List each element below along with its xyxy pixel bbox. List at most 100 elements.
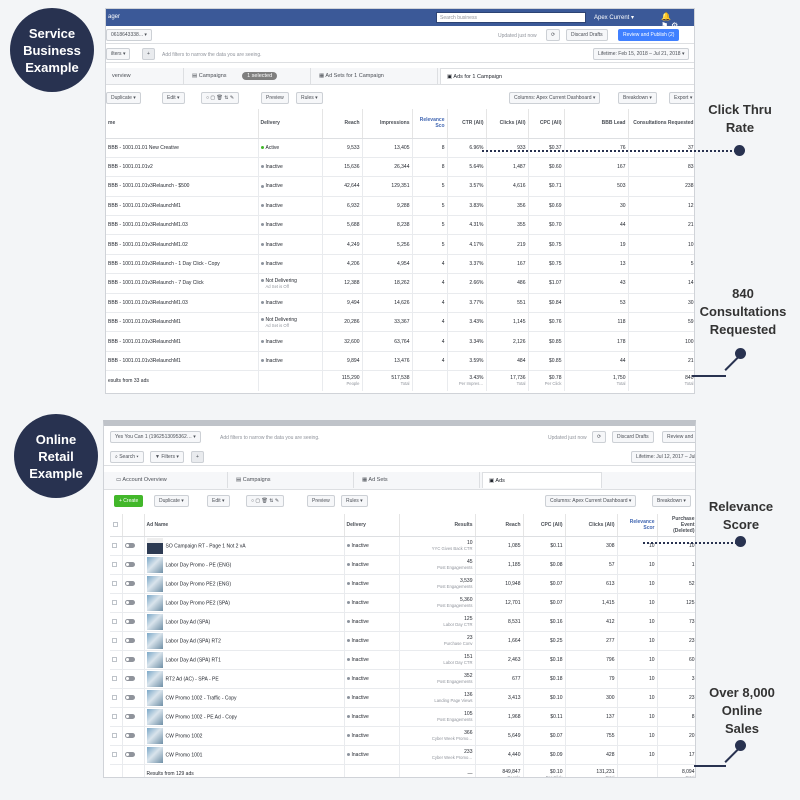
tab-campaigns[interactable]: ▤ Campaigns <box>230 472 354 488</box>
select-all-checkbox[interactable] <box>110 514 123 537</box>
table-row[interactable]: CW Promo 1002 - PE Ad - Copy Inactive 105 P… <box>110 707 695 727</box>
duplicate-button[interactable]: Duplicate ▾ <box>154 495 189 507</box>
col-ad-name[interactable]: me <box>106 109 259 139</box>
preview-button[interactable]: Preview <box>261 92 289 104</box>
ad-name-link[interactable]: CW Promo 1002 - PE Ad - Copy <box>165 713 237 720</box>
table-row[interactable]: Labor Day Promo - PE (ENG) Inactive 45 Post… <box>110 555 695 575</box>
ad-toggle[interactable] <box>122 650 145 670</box>
ad-name-link[interactable]: Labor Day Promo PE2 (SPA) <box>165 599 230 606</box>
breakdown-select[interactable]: Breakdown ▾ <box>652 495 691 507</box>
table-row[interactable]: BBB - 1001.01.01v3RelaunchM1 Inactive 6,93… <box>106 196 694 217</box>
table-row[interactable]: RT2 Ad (AC) - SPA - PE Inactive 352 Post En… <box>110 669 695 689</box>
refresh-button[interactable]: ⟳ <box>592 431 607 443</box>
row-checkbox[interactable] <box>110 650 123 670</box>
ad-name-link[interactable]: Labor Day Ad (SPA) RT2 <box>165 637 221 644</box>
table-row[interactable]: CW Promo 1002 - Traffic - Copy Inactive 13… <box>110 688 695 708</box>
discard-drafts-button[interactable]: Discard Drafts <box>612 431 654 443</box>
col-cpc[interactable]: CPC (All) <box>523 514 566 537</box>
table-row[interactable]: CW Promo 1001 Inactive 233 Cyber Week Promo… <box>110 745 695 765</box>
tab-campaigns[interactable]: ▤ Campaigns 1 selected <box>186 68 311 84</box>
ad-toggle[interactable] <box>122 631 145 651</box>
rules-button[interactable]: Rules ▾ <box>341 495 368 507</box>
ad-account-select[interactable]: Yes You Can 1 (1962513095362… ▾ <box>110 431 201 443</box>
add-filter-button[interactable]: + <box>191 451 204 463</box>
table-row[interactable]: Labor Day Promo PE2 (ENG) Inactive 3,539 Po… <box>110 574 695 594</box>
row-checkbox[interactable] <box>110 593 123 613</box>
bell-icon[interactable]: 🔔 <box>661 12 674 21</box>
date-range-select[interactable]: Lifetime: Feb 15, 2018 – Jul 21, 2018 ▾ <box>593 48 690 60</box>
row-checkbox[interactable] <box>110 745 123 765</box>
ad-toggle[interactable] <box>122 555 145 575</box>
row-checkbox[interactable] <box>110 631 123 651</box>
duplicate-button[interactable]: Duplicate ▾ <box>106 92 141 104</box>
ad-toggle[interactable] <box>122 726 145 746</box>
search-button[interactable]: ⌕ Search ▾ <box>110 451 144 463</box>
ad-name-link[interactable]: RT2 Ad (AC) - SPA - PE <box>165 675 219 682</box>
status-icon-buttons[interactable]: ○ ▢ 🗑 ⇅ ✎ <box>246 495 285 507</box>
col-bbb-lead[interactable]: BBB Lead <box>564 109 629 139</box>
col-reach[interactable]: Reach <box>475 514 524 537</box>
table-row[interactable]: Labor Day Promo PE2 (SPA) Inactive 5,360 Po… <box>110 593 695 613</box>
col-impressions[interactable]: Impressions <box>362 109 413 139</box>
table-row[interactable]: BBB - 1001.01.01v3Relaunch - 7 Day Click… <box>106 273 694 294</box>
account-menu[interactable]: Apex Current ▾ <box>594 15 635 21</box>
row-checkbox[interactable] <box>110 555 123 575</box>
discard-drafts-button[interactable]: Discard Drafts <box>566 29 608 41</box>
tab-account-overview[interactable]: ▭ Account Overview <box>110 472 228 488</box>
search-input[interactable]: Search business <box>436 12 586 23</box>
ad-name-link[interactable]: Labor Day Ad (SPA) RT1 <box>165 656 221 663</box>
col-cpc[interactable]: CPC (All) <box>528 109 565 139</box>
col-delivery[interactable]: Delivery <box>258 109 323 139</box>
ad-toggle[interactable] <box>122 688 145 708</box>
row-checkbox[interactable] <box>110 536 123 556</box>
filters-button[interactable]: ▼ Filters ▾ <box>150 451 184 463</box>
ad-name-link[interactable]: Labor Day Ad (SPA) <box>165 618 211 625</box>
tab-ad-sets[interactable]: ▦ Ad Sets for 1 Campaign <box>313 68 438 84</box>
col-consultations[interactable]: Consultations Requested <box>628 109 694 139</box>
ad-name-link[interactable]: Labor Day Promo PE2 (ENG) <box>165 580 232 587</box>
ad-name-link[interactable]: CW Promo 1002 - Traffic - Copy <box>165 694 237 701</box>
col-ctr[interactable]: CTR (All) <box>447 109 487 139</box>
ad-toggle[interactable] <box>122 536 145 556</box>
row-checkbox[interactable] <box>110 669 123 689</box>
ad-toggle[interactable] <box>122 612 145 632</box>
selected-pill[interactable]: 1 selected <box>242 72 278 80</box>
ad-name-link[interactable]: CW Promo 1002 <box>165 732 203 739</box>
table-row[interactable]: BBB - 1001.01.01v3RelaunchM1 Inactive 32,6… <box>106 331 694 352</box>
review-button[interactable]: Review and <box>662 431 695 443</box>
export-select[interactable]: Export ▾ <box>669 92 694 104</box>
col-ad-name[interactable]: Ad Name <box>144 514 345 537</box>
review-publish-button[interactable]: Review and Publish (2) <box>618 29 680 41</box>
flag-icon[interactable]: ⚑ <box>661 21 672 30</box>
create-button[interactable]: + Create <box>114 495 144 507</box>
filters-button[interactable]: ilters ▾ <box>106 48 131 60</box>
columns-select[interactable]: Columns: Apex Current Dashboard ▾ <box>545 495 637 507</box>
gear-icon[interactable]: ⚙ <box>671 21 682 30</box>
edit-button[interactable]: Edit ▾ <box>207 495 230 507</box>
col-clicks[interactable]: Clicks (All) <box>486 109 529 139</box>
col-clicks[interactable]: Clicks (All) <box>565 514 618 537</box>
tab-account-overview[interactable]: verview <box>106 68 184 84</box>
table-row[interactable]: Labor Day Ad (SPA) RT1 Inactive 151 Labor D… <box>110 650 695 670</box>
tab-ads[interactable]: ▣ Ads <box>482 472 602 488</box>
col-results[interactable]: Results <box>399 514 476 537</box>
table-row[interactable]: BBB - 1001.01.01v3RelaunchM1 Inactive 9,89… <box>106 351 694 372</box>
ad-toggle[interactable] <box>122 745 145 765</box>
row-checkbox[interactable] <box>110 707 123 727</box>
table-row[interactable]: Labor Day Ad (SPA) Inactive 125 Labor Day C… <box>110 612 695 632</box>
breakdown-select[interactable]: Breakdown ▾ <box>618 92 657 104</box>
ad-name-link[interactable]: CW Promo 1001 <box>165 751 203 758</box>
col-delivery[interactable]: Delivery <box>344 514 400 537</box>
ad-name-link[interactable]: Labor Day Promo - PE (ENG) <box>165 561 232 568</box>
col-relevance[interactable]: Relevance Sco <box>412 109 448 139</box>
table-row[interactable]: CW Promo 1002 Inactive 366 Cyber Week Promo… <box>110 726 695 746</box>
table-row[interactable]: BBB - 1001.01.01v3Relaunch - 1 Day Click… <box>106 254 694 275</box>
row-checkbox[interactable] <box>110 688 123 708</box>
account-id-select[interactable]: 0618643338... ▾ <box>106 29 152 41</box>
tab-ads[interactable]: ▣ Ads for 1 Campaign <box>440 68 694 84</box>
status-icon-buttons[interactable]: ○ ▢ 🗑 ⇅ ✎ <box>201 92 240 104</box>
preview-button[interactable]: Preview <box>307 495 335 507</box>
table-row[interactable]: BBB - 1001.01.01v3Relaunch - $500 Inactiv… <box>106 176 694 197</box>
table-row[interactable]: BBB - 1001.01.01 New Creative Active 9,533… <box>106 138 694 158</box>
tab-ad-sets[interactable]: ▦ Ad Sets <box>356 472 480 488</box>
